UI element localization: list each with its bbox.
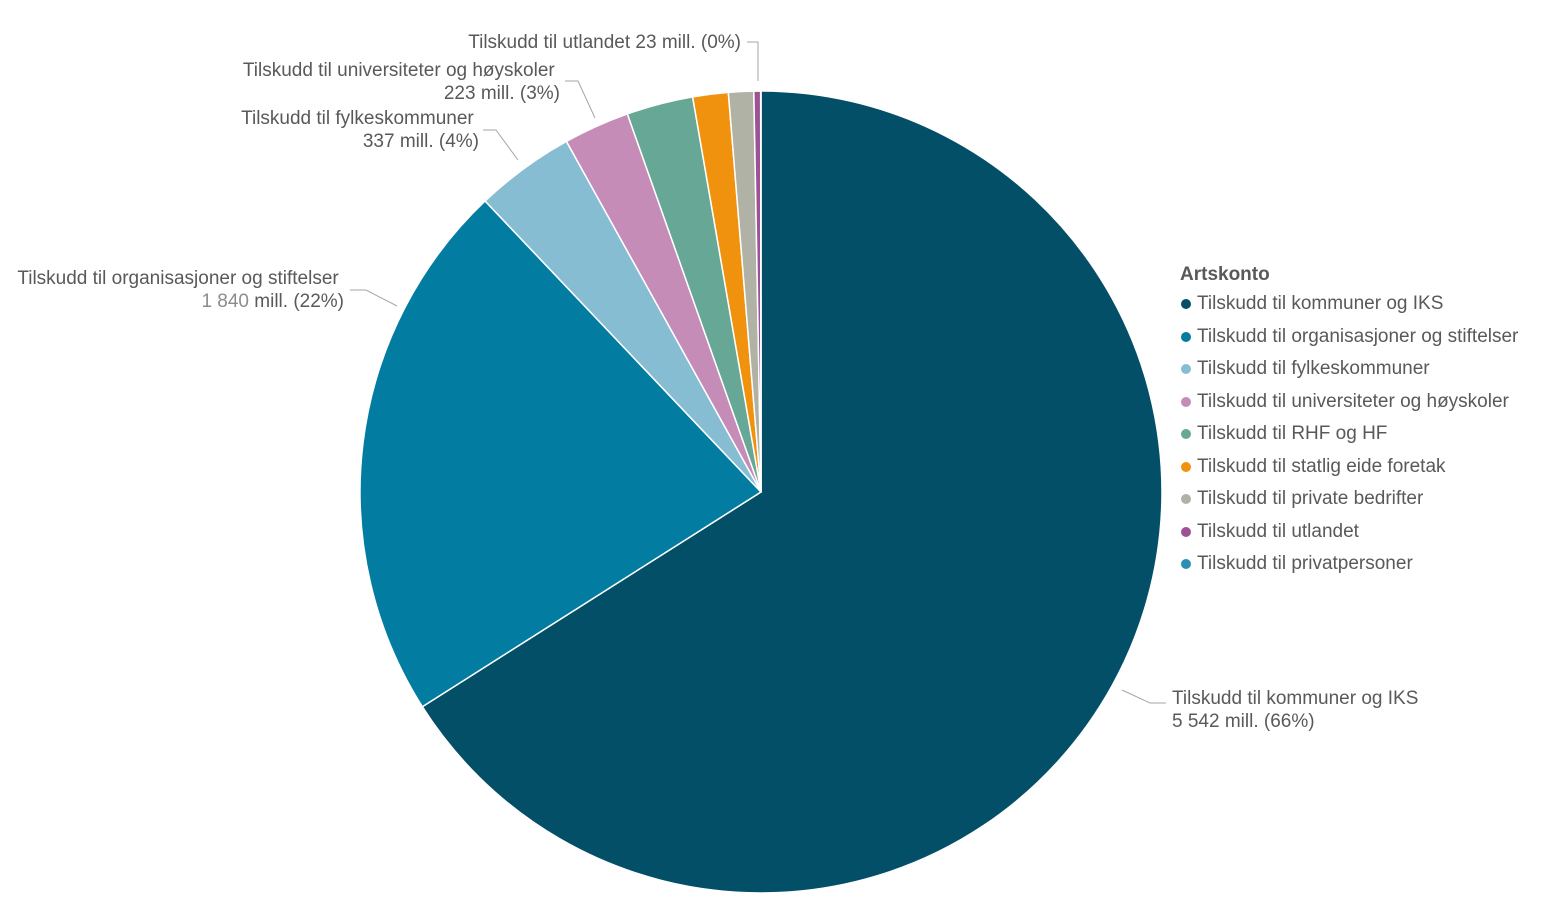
legend-title: Artskonto [1180, 264, 1270, 285]
legend-swatch-icon [1181, 429, 1191, 440]
data-label-utlandet-name: Tilskudd til utlandet 23 mill. (0%) [468, 32, 741, 53]
data-label-fylkeskommuner-name: Tilskudd til fylkeskommuner [241, 108, 474, 129]
leader-line-utlandet [747, 41, 759, 81]
data-label-fylkeskommuner-value: 337 mill. (4%) [363, 131, 479, 152]
data-label-kommuner: Tilskudd til kommuner og IKS 5 542 mill.… [1172, 688, 1424, 732]
legend-label: Tilskudd til statlig eide foretak [1197, 455, 1446, 477]
legend-swatch-icon [1181, 526, 1191, 537]
data-label-universiteter-value: 223 mill. (3%) [444, 83, 560, 104]
legend-swatch-icon [1181, 331, 1191, 342]
legend-swatch-icon [1181, 299, 1191, 310]
data-label-organisasjoner: Tilskudd til organisasjoner og stiftelse… [17, 268, 344, 312]
legend-label: Tilskudd til private bedrifter [1197, 488, 1424, 510]
legend-swatch-icon [1181, 396, 1191, 407]
legend-item-3: Tilskudd til universiteter og høyskoler [1180, 386, 1518, 419]
data-label-fylkeskommuner: Tilskudd til fylkeskommuner 337 mill. (4… [241, 108, 479, 152]
legend-item-6: Tilskudd til private bedrifter [1180, 483, 1518, 516]
pie-slice-0 [421, 90, 1163, 894]
legend-item-1: Tilskudd til organisasjoner og stiftelse… [1180, 321, 1518, 354]
data-label-kommuner-value: 5 542 mill. (66%) [1172, 711, 1315, 732]
legend-item-2: Tilskudd til fylkeskommuner [1180, 353, 1518, 386]
legend-label: Tilskudd til universiteter og høyskoler [1197, 390, 1509, 412]
data-label-organisasjoner-number: 1 840 [201, 291, 249, 312]
leader-line-organisasjoner [350, 289, 398, 307]
legend-swatch-icon [1181, 559, 1191, 570]
legend-label: Tilskudd til fylkeskommuner [1197, 358, 1430, 380]
legend-item-8: Tilskudd til privatpersoner [1180, 548, 1518, 581]
legend-label: Tilskudd til utlandet [1197, 520, 1359, 542]
legend-swatch-icon [1181, 494, 1191, 505]
data-label-universiteter: Tilskudd til universiteter og høyskoler … [243, 60, 560, 104]
data-label-organisasjoner-value: mill. (22%) [254, 291, 344, 312]
data-label-kommuner-name: Tilskudd til kommuner og IKS [1172, 688, 1418, 709]
legend-label: Tilskudd til RHF og HF [1197, 423, 1388, 445]
data-label-organisasjoner-name: Tilskudd til organisasjoner og stiftelse… [17, 268, 339, 289]
leader-line-universiteter [565, 80, 596, 119]
pie-slices [359, 90, 1163, 894]
legend: Artskonto Tilskudd til kommuner og IKS Ti… [1180, 264, 1518, 581]
legend-swatch-icon [1181, 461, 1191, 472]
legend-swatch-icon [1181, 364, 1191, 375]
legend-items: Tilskudd til kommuner og IKS Tilskudd til… [1180, 288, 1518, 581]
legend-label: Tilskudd til privatpersoner [1197, 553, 1413, 575]
pie-slice-1 [359, 200, 762, 708]
data-label-utlandet: Tilskudd til utlandet 23 mill. (0%) [468, 32, 741, 53]
legend-item-4: Tilskudd til RHF og HF [1180, 418, 1518, 451]
leader-line-fylkeskommuner [483, 129, 519, 161]
legend-item-7: Tilskudd til utlandet [1180, 516, 1518, 549]
data-label-universiteter-name: Tilskudd til universiteter og høyskoler [243, 60, 556, 81]
leader-line-kommuner [1121, 689, 1166, 704]
legend-label: Tilskudd til organisasjoner og stiftelse… [1197, 325, 1519, 347]
legend-item-5: Tilskudd til statlig eide foretak [1180, 451, 1518, 484]
legend-label: Tilskudd til kommuner og IKS [1197, 293, 1444, 315]
legend-item-0: Tilskudd til kommuner og IKS [1180, 288, 1518, 321]
